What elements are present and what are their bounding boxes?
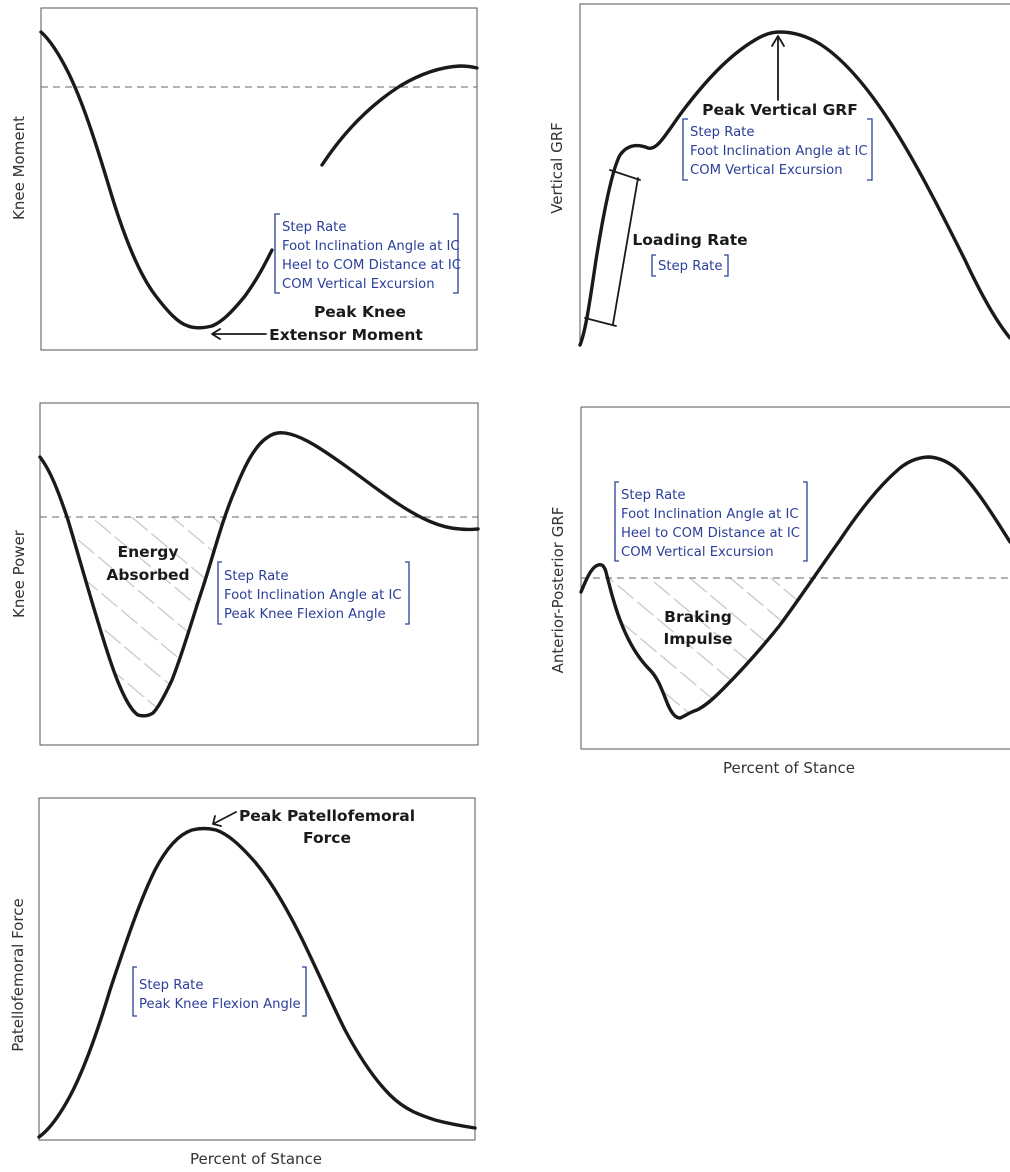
- plot-frame: [580, 406, 1010, 750]
- ap-grf-x-label: Percent of Stance: [723, 759, 855, 777]
- factor-peak-knee-flexion: Peak Knee Flexion Angle: [224, 607, 386, 622]
- ap-grf-y-label: Anterior-Posterior GRF: [549, 507, 567, 674]
- factor-bracket-right: [724, 254, 729, 277]
- knee-power-y-label: Knee Power: [10, 529, 28, 618]
- callout-impulse: Impulse: [663, 630, 732, 648]
- factor-bracket-right: [867, 118, 873, 181]
- factor-bracket-right: [405, 561, 410, 625]
- loading-rate-bracket: [612, 177, 639, 325]
- arrow-icon: [211, 328, 267, 340]
- factor-foot-inclination: Foot Inclination Angle at IC: [690, 144, 868, 159]
- factor-bracket-left: [614, 481, 619, 562]
- callout-extensor-moment: Extensor Moment: [269, 326, 423, 344]
- factor-bracket-left: [132, 966, 137, 1017]
- callout-peak-vertical-grf: Peak Vertical GRF: [702, 101, 858, 119]
- factor-bracket-right: [453, 213, 459, 294]
- vertical-grf-curve: [578, 30, 1010, 347]
- factor-foot-inclination: Foot Inclination Angle at IC: [282, 239, 460, 254]
- factor-bracket-left: [274, 213, 280, 294]
- factor-foot-inclination: Foot Inclination Angle at IC: [621, 507, 799, 522]
- factor-step-rate: Step Rate: [621, 488, 685, 503]
- plot-frame: [39, 402, 479, 746]
- factor-bracket-right: [302, 966, 307, 1017]
- factor-bracket-left: [682, 118, 688, 181]
- callout-force: Force: [303, 829, 351, 847]
- knee-power-curve: [38, 431, 480, 718]
- panel-vertical-grf: Peak Vertical GRF Step Rate Foot Inclina…: [548, 3, 1010, 347]
- factor-step-rate: Step Rate: [658, 259, 722, 274]
- callout-peak-knee: Peak Knee: [314, 303, 406, 321]
- panel-pf-force: Peak Patellofemoral Force Step Rate Peak…: [9, 797, 477, 1168]
- callout-loading-rate: Loading Rate: [632, 231, 747, 249]
- callout-absorbed: Absorbed: [106, 566, 189, 584]
- factor-bracket-left: [651, 254, 656, 277]
- knee-moment-curve: [39, 30, 274, 330]
- factor-heel-to-com: Heel to COM Distance at IC: [282, 258, 461, 273]
- factor-bracket-left: [217, 561, 222, 625]
- factor-heel-to-com: Heel to COM Distance at IC: [621, 526, 800, 541]
- callout-braking: Braking: [664, 608, 732, 626]
- factor-step-rate: Step Rate: [282, 220, 346, 235]
- factor-bracket-right: [803, 481, 808, 562]
- factor-step-rate: Step Rate: [690, 125, 754, 140]
- factor-com-excursion: COM Vertical Excursion: [282, 277, 435, 292]
- pf-force-curve: [37, 826, 477, 1139]
- pf-force-y-label: Patellofemoral Force: [9, 898, 27, 1051]
- vertical-grf-y-label: Vertical GRF: [548, 122, 566, 214]
- arrow-icon: [212, 811, 237, 827]
- panel-knee-power: Energy Absorbed Step Rate Foot Inclinati…: [10, 402, 480, 746]
- panel-ap-grf: Braking Impulse Step Rate Foot Inclinati…: [549, 406, 1010, 777]
- knee-moment-y-label: Knee Moment: [10, 116, 28, 220]
- knee-moment-curve-tail: [320, 64, 479, 167]
- loading-rate-bracket-top-cap: [609, 169, 641, 181]
- panel-knee-moment: Knee Moment Step Rate Foot Inclination A…: [10, 7, 479, 351]
- plot-frame: [579, 3, 1010, 345]
- factor-foot-inclination: Foot Inclination Angle at IC: [224, 588, 402, 603]
- ap-grf-curve: [579, 455, 1010, 720]
- factor-com-excursion: COM Vertical Excursion: [690, 163, 843, 178]
- arrow-icon: [771, 35, 785, 101]
- plot-frame: [38, 797, 476, 1141]
- factor-step-rate: Step Rate: [224, 569, 288, 584]
- loading-rate-bracket-bottom-cap: [584, 317, 617, 327]
- factor-com-excursion: COM Vertical Excursion: [621, 545, 774, 560]
- plot-frame: [40, 7, 478, 351]
- braking-impulse-hatch: [605, 578, 808, 718]
- energy-absorbed-hatch: [40, 517, 222, 716]
- factor-peak-knee-flexion: Peak Knee Flexion Angle: [139, 997, 301, 1012]
- pf-force-x-label: Percent of Stance: [190, 1150, 322, 1168]
- callout-energy: Energy: [118, 543, 179, 561]
- callout-peak-patellofemoral: Peak Patellofemoral: [239, 807, 415, 825]
- factor-step-rate: Step Rate: [139, 978, 203, 993]
